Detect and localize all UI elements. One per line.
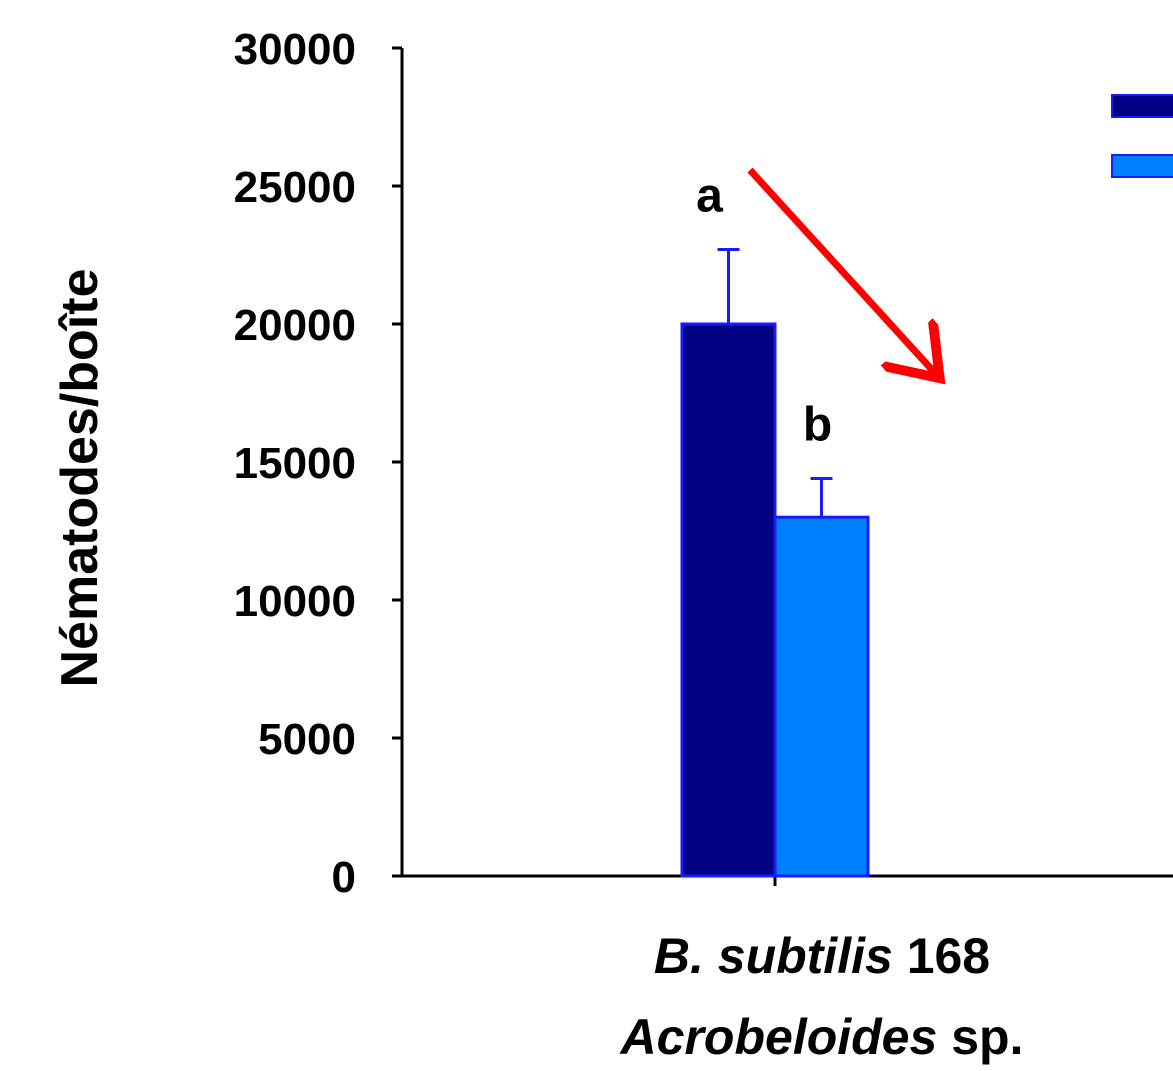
y-tick-label-20000: 20000 [234, 301, 356, 350]
error-bars-group [717, 247, 833, 518]
category-sp: sp. [937, 1009, 1023, 1065]
red-arrow-annotation [747, 167, 935, 373]
y-tick-label-0: 0 [332, 853, 356, 902]
category-species-name: B. subtilis [654, 928, 893, 984]
y-tick-label-15000: 15000 [234, 439, 356, 488]
legend-swatch-b [1111, 154, 1173, 178]
y-tick-label-10000: 10000 [234, 577, 356, 626]
y-axis-ticks [392, 46, 402, 878]
significance-letters: ab [696, 169, 832, 451]
y-tick-label-30000: 30000 [234, 25, 356, 74]
bars-group [680, 322, 870, 878]
y-tick-label-5000: 5000 [258, 715, 356, 764]
significance-letter-a: a [696, 169, 723, 222]
bar-a [680, 322, 777, 878]
category-label-line1: B. subtilis 168 [654, 928, 990, 984]
bar-b [773, 515, 870, 878]
category-label-line2: Acrobeloides sp. [619, 1009, 1024, 1065]
legend [1111, 94, 1173, 178]
significance-letter-b: b [803, 399, 832, 452]
y-axis-title: Nématodes/boîte [51, 269, 109, 688]
legend-swatch-a [1111, 94, 1173, 118]
y-axis-tick-labels: 0 5000 10000 15000 20000 25000 30000 [234, 25, 356, 902]
category-strain: 168 [893, 928, 990, 984]
y-tick-label-25000: 25000 [234, 163, 356, 212]
category-genus-name: Acrobeloides [619, 1009, 938, 1065]
